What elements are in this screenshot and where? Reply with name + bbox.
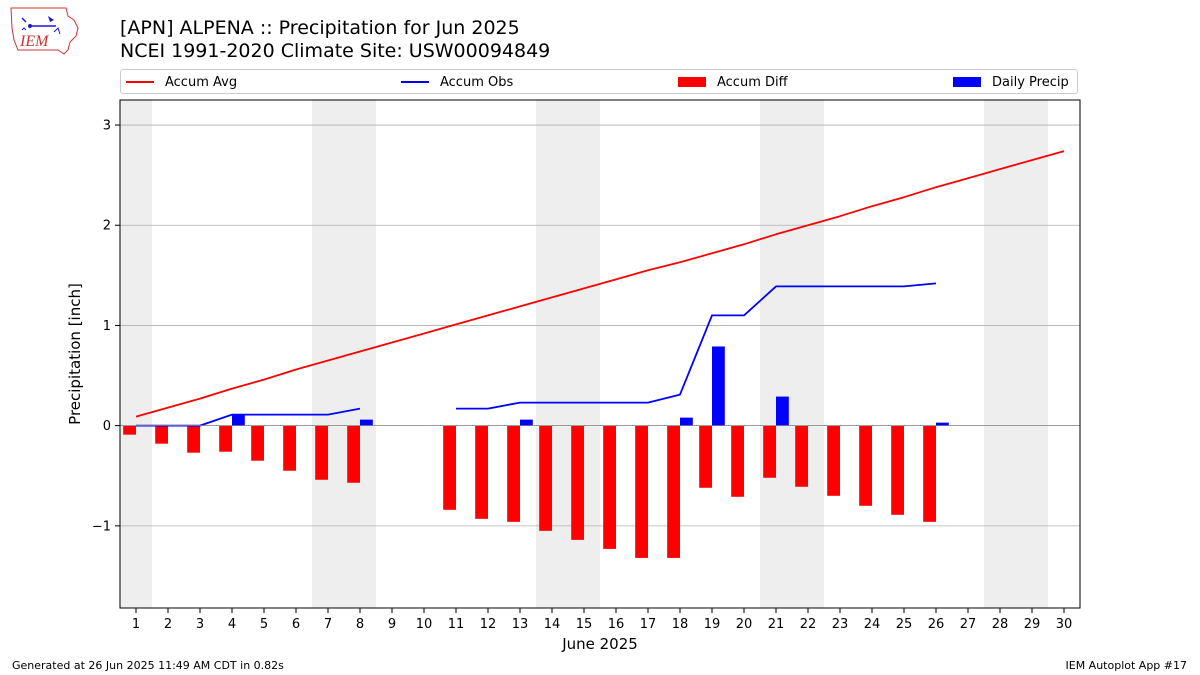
accum-diff-bar [731, 425, 744, 497]
x-axis-label: June 2025 [561, 635, 638, 653]
weekend-shade [984, 100, 1048, 608]
x-tick-label: 14 [544, 617, 561, 632]
x-tick-label: 30 [1056, 617, 1073, 632]
x-tick-label: 5 [260, 617, 268, 632]
generated-timestamp: Generated at 26 Jun 2025 11:49 AM CDT in… [12, 659, 284, 672]
daily-precip-bar [712, 346, 725, 426]
y-tick-label: 2 [103, 219, 111, 234]
accum-diff-bar [763, 425, 776, 478]
accum-obs-line [456, 282, 937, 410]
daily-precip-bar [360, 419, 373, 426]
x-tick-label: 16 [608, 617, 625, 632]
legend-label-accum-obs: Accum Obs [440, 74, 514, 90]
legend-swatch-daily-precip [953, 77, 981, 87]
x-tick-label: 13 [512, 617, 529, 632]
x-tick-label: 20 [736, 617, 753, 632]
accum-diff-bar [443, 425, 456, 510]
x-tick-label: 15 [576, 617, 593, 632]
daily-precip-bar [520, 419, 533, 426]
x-tick-label: 24 [864, 617, 881, 632]
weekend-shade [312, 100, 376, 608]
accum-diff-bar [187, 425, 200, 453]
weekend-shade [120, 100, 152, 608]
accum-diff-bar [123, 425, 136, 435]
x-tick-label: 22 [800, 617, 817, 632]
autoplot-app-label: IEM Autoplot App #17 [1065, 659, 1188, 672]
accum-diff-bar [571, 425, 584, 540]
accum-diff-bar [859, 425, 872, 506]
accum-diff-bar [219, 425, 232, 452]
y-tick-label: 1 [103, 319, 111, 334]
accum-diff-bar [251, 425, 264, 461]
x-tick-label: 9 [388, 617, 396, 632]
y-tick-label: −1 [92, 519, 111, 534]
weekend-shade [760, 100, 824, 608]
accum-diff-bar [603, 425, 616, 549]
accum-diff-bar [667, 425, 680, 558]
accum-diff-bar [507, 425, 520, 522]
plot-frame [119, 99, 1081, 609]
weekend-shade [536, 100, 600, 608]
accum-diff-bar [795, 425, 808, 487]
y-tick-label: 3 [103, 119, 111, 134]
x-tick-label: 26 [928, 617, 945, 632]
accum-diff-bar [315, 425, 328, 480]
x-tick-label: 2 [164, 617, 172, 632]
x-tick-label: 19 [704, 617, 721, 632]
daily-precip-bar [776, 396, 789, 426]
x-tick-label: 12 [480, 617, 497, 632]
plot-area [120, 100, 1080, 608]
x-tick-label: 29 [1024, 617, 1041, 632]
accum-diff-bar [347, 425, 360, 483]
x-tick-label: 27 [960, 617, 977, 632]
iem-logo: IEM [10, 7, 79, 55]
legend-item-accum-obs: Accum Obs [401, 73, 513, 91]
chart-legend: Accum Avg Accum Obs Accum Diff Daily Pre… [120, 69, 1078, 94]
y-axis-label: Precipitation [inch] [66, 283, 84, 425]
legend-label-accum-avg: Accum Avg [165, 74, 238, 90]
x-tick-label: 10 [416, 617, 433, 632]
daily-precip-bar [680, 417, 693, 426]
accum-diff-bar [923, 425, 936, 522]
chart-subtitle: NCEI 1991-2020 Climate Site: USW00094849 [120, 40, 551, 62]
accum-diff-bar [827, 425, 840, 496]
legend-label-accum-diff: Accum Diff [717, 74, 788, 90]
x-tick-label: 18 [672, 617, 689, 632]
accum-diff-bar [699, 425, 712, 488]
x-tick-label: 6 [292, 617, 300, 632]
accum-diff-bar [635, 425, 648, 558]
x-tick-label: 8 [356, 617, 364, 632]
x-tick-label: 23 [832, 617, 849, 632]
x-tick-label: 11 [448, 617, 465, 632]
x-tick-label: 21 [768, 617, 785, 632]
legend-item-daily-precip: Daily Precip [953, 73, 1069, 91]
x-tick-label: 3 [196, 617, 204, 632]
legend-label-daily-precip: Daily Precip [992, 74, 1069, 90]
accum-avg-line [135, 150, 1065, 418]
daily-precip-bar [936, 422, 949, 426]
legend-swatch-accum-diff [678, 77, 706, 87]
logo-text: IEM [19, 33, 50, 50]
chart-title: [APN] ALPENA :: Precipitation for Jun 20… [120, 17, 520, 39]
accum-diff-bar [475, 425, 488, 519]
accum-diff-bar [283, 425, 296, 471]
x-tick-label: 1 [132, 617, 140, 632]
legend-swatch-accum-obs [401, 81, 429, 83]
x-tick-label: 4 [228, 617, 236, 632]
daily-precip-bar [232, 414, 245, 426]
x-tick-label: 7 [324, 617, 332, 632]
legend-swatch-accum-avg [126, 81, 154, 83]
accum-diff-bar [155, 425, 168, 444]
legend-item-accum-avg: Accum Avg [126, 73, 237, 91]
accum-diff-bar [539, 425, 552, 531]
y-tick-label: 0 [103, 419, 111, 434]
x-tick-label: 28 [992, 617, 1009, 632]
x-tick-label: 25 [896, 617, 913, 632]
legend-item-accum-diff: Accum Diff [678, 73, 788, 91]
x-tick-label: 17 [640, 617, 657, 632]
accum-diff-bar [891, 425, 904, 515]
